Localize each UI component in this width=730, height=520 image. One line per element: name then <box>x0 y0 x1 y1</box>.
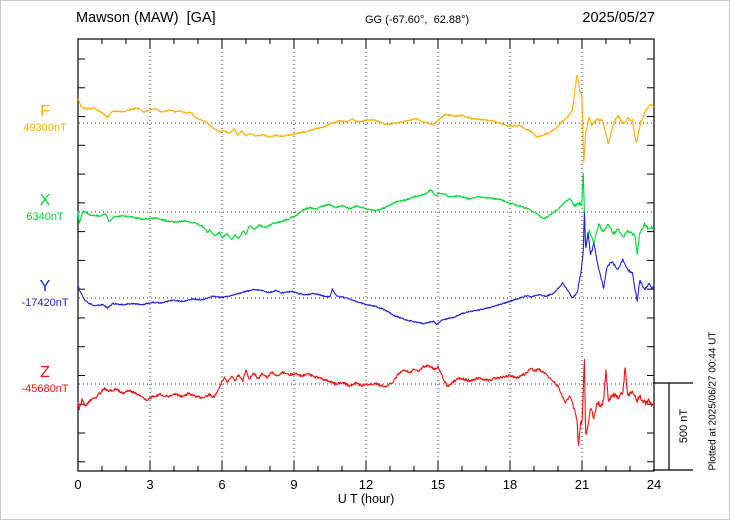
xtick-24: 24 <box>646 477 662 492</box>
geographic-coords-label: GG (-67.60°, 62.88°) <box>365 14 470 26</box>
x-axis-label: U T (hour) <box>337 492 395 506</box>
trace-y-baseline-value: -17420nT <box>21 297 69 309</box>
xtick-12: 12 <box>358 477 374 492</box>
plotted-at-note: Plotted at 2025/06/27 00:44 UT <box>707 331 719 471</box>
trace-f-name: F <box>40 103 50 120</box>
station-title: Mawson (MAW) [GA] <box>76 10 216 26</box>
trace-label-y: Y -17420nT <box>15 278 75 309</box>
xtick-6: 6 <box>218 477 226 492</box>
trace-f-baseline-value: 49300nT <box>23 122 67 134</box>
xtick-18: 18 <box>502 477 518 492</box>
trace-z-baseline-value: -45680nT <box>21 383 69 395</box>
xtick-0: 0 <box>74 477 82 492</box>
xtick-9: 9 <box>290 477 298 492</box>
trace-y-name: Y <box>39 278 51 295</box>
xtick-15: 15 <box>430 477 446 492</box>
trace-label-z: Z -45680nT <box>15 364 75 395</box>
trace-x-baseline-value: 6340nT <box>26 211 64 223</box>
xtick-3: 3 <box>146 477 154 492</box>
trace-x-name: X <box>39 192 51 209</box>
trace-z-name: Z <box>40 364 50 381</box>
date-label: 2025/05/27 <box>582 10 655 26</box>
trace-label-x: X 6340nT <box>15 192 75 223</box>
scale-bar-label: 500 nT <box>678 408 690 444</box>
xtick-21: 21 <box>574 477 590 492</box>
trace-label-f: F 49300nT <box>15 103 75 134</box>
